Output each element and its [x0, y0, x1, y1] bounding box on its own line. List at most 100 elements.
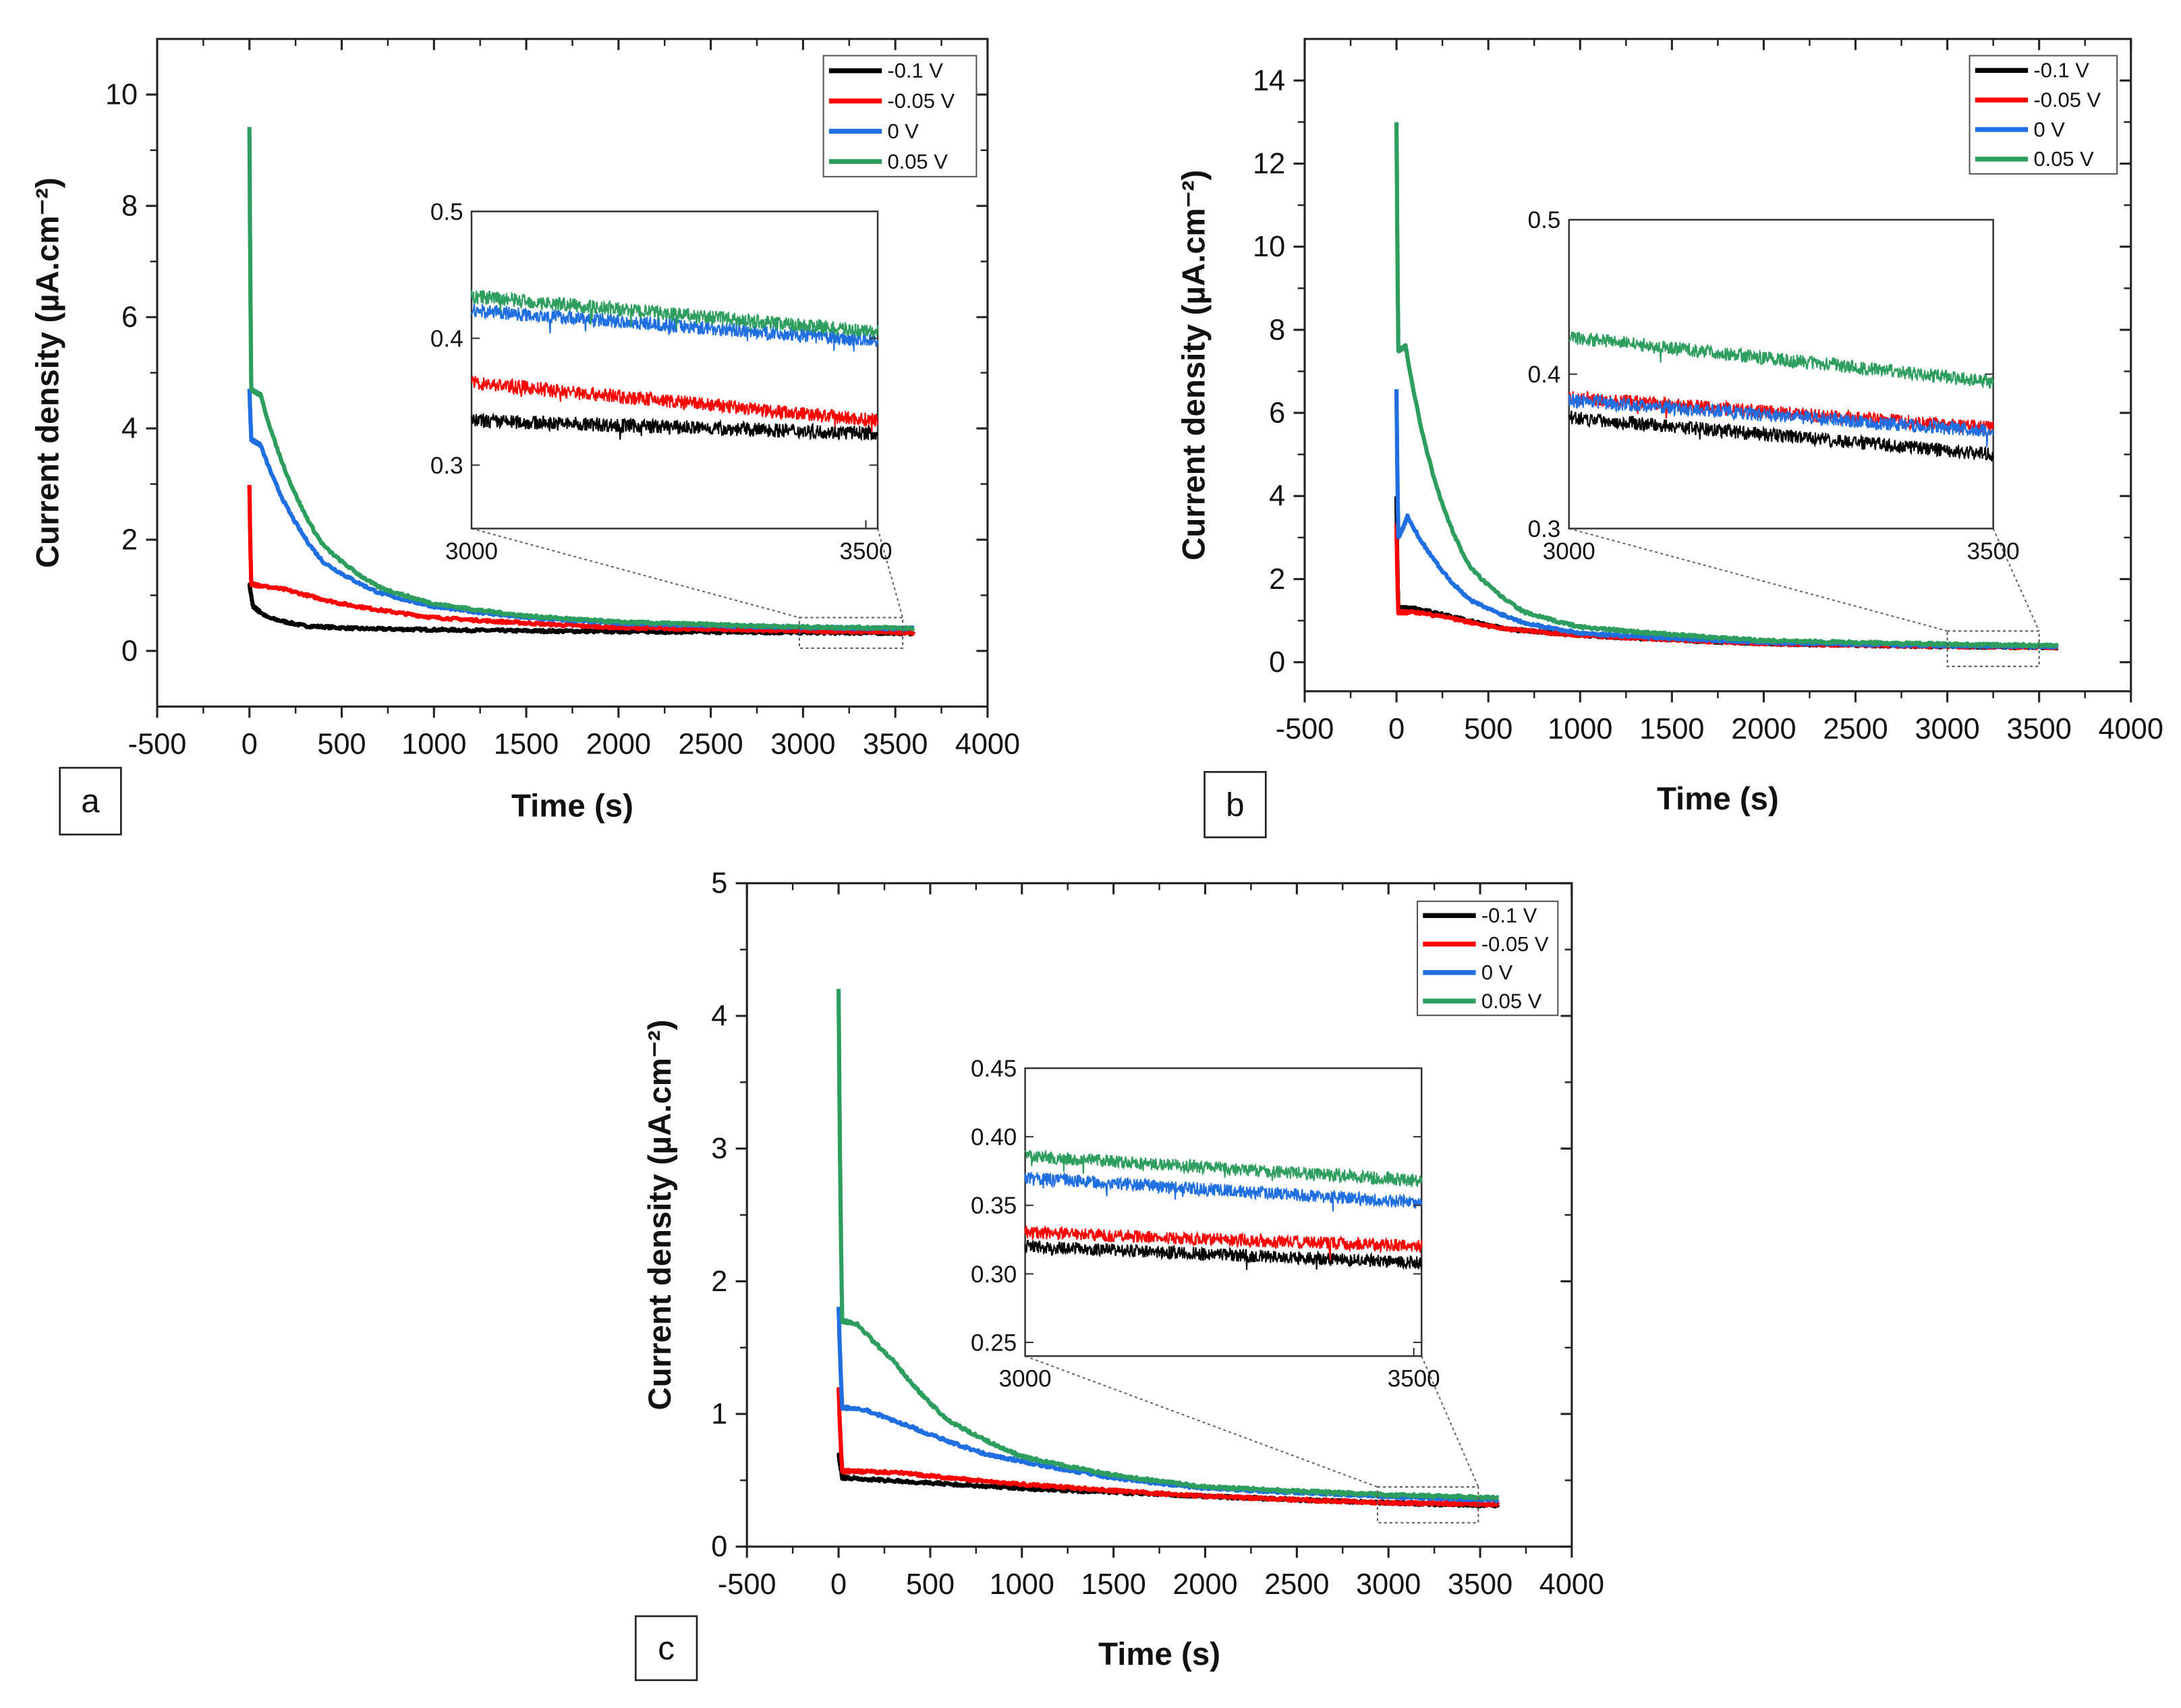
inset-x-tick-label: 3000 [445, 538, 498, 565]
zoom-connector-line [1421, 1355, 1479, 1487]
inset-series-line-3 [1568, 331, 1994, 389]
x-tick-label: 4000 [1539, 1568, 1604, 1601]
y-axis-title: Current density (µA.cm⁻²) [30, 177, 66, 568]
x-axis-title: Time (s) [1657, 781, 1779, 817]
series-line-3 [1394, 122, 2060, 649]
legend-label: 0.05 V [887, 150, 948, 173]
legend-label: 0 V [2033, 117, 2065, 141]
inset-y-tick-label: 0.4 [1528, 362, 1561, 388]
x-tick-label: 2000 [586, 729, 651, 761]
legend-label: -0.1 V [2033, 59, 2089, 82]
x-tick-label: 2500 [1823, 713, 1888, 745]
x-tick-label: -500 [1276, 713, 1334, 745]
y-tick-label: 8 [1269, 314, 1285, 346]
x-tick-label: 2000 [1731, 713, 1796, 745]
x-tick-label: 0 [1388, 713, 1405, 745]
panel-label-box [59, 766, 122, 836]
y-tick-label: 1 [711, 1398, 727, 1431]
y-tick-label: 0 [711, 1531, 727, 1563]
inset-series-line-1 [471, 376, 878, 433]
zoom-region-box [1946, 630, 2040, 667]
legend: -0.1 V -0.05 V 0 V 0.05 V [1417, 901, 1559, 1017]
legend-label: -0.05 V [1481, 932, 1549, 956]
inset-x-tick-label: 3500 [1388, 1366, 1440, 1392]
chart-panel-c: -500 0 500 1000 1500 2000 2500 3000 3500 4000 0 1 2 3… [634, 867, 1604, 1682]
x-tick-label: 3000 [1915, 713, 1979, 745]
x-axis-title: Time (s) [511, 788, 633, 824]
zoom-connector-line [471, 528, 800, 619]
inset-x-tick-label: 3000 [999, 1366, 1052, 1392]
inset-y-tick-label: 0.45 [971, 1056, 1017, 1082]
inset-frame [1568, 219, 1994, 530]
y-tick-label: 2 [121, 523, 138, 556]
inset-plot: 3000 3500 0.25 0.30 0.35 0.40 0.45 [971, 1056, 1440, 1392]
x-tick-label: 2500 [1264, 1568, 1329, 1601]
legend: -0.1 V -0.05 V 0 V 0.05 V [1968, 55, 2118, 175]
x-tick-label: 1500 [1081, 1568, 1145, 1601]
x-tick-label: 1500 [1639, 713, 1704, 745]
legend-label: -0.1 V [1481, 904, 1537, 928]
inset-plot: 3000 3500 0.3 0.4 0.5 [1528, 207, 2020, 565]
x-axis-title: Time (s) [1098, 1636, 1220, 1672]
x-tick-label: 500 [906, 1568, 955, 1601]
x-tick-label: 3500 [863, 729, 928, 761]
inset-x-tick-label: 3500 [1967, 538, 2020, 565]
inset-y-tick-label: 0.3 [1528, 516, 1561, 542]
inset-y-tick-label: 0.30 [971, 1261, 1017, 1288]
inset-x-tick-label: 3500 [840, 538, 893, 565]
legend-box [822, 55, 978, 177]
x-tick-label: 0 [830, 1568, 847, 1601]
inset-y-tick-label: 0.4 [430, 326, 463, 352]
legend-box [1417, 901, 1559, 1017]
x-tick-label: 0 [242, 729, 258, 761]
y-tick-label: 12 [1253, 148, 1285, 180]
x-tick-label: 2000 [1172, 1568, 1237, 1601]
inset-y-tick-label: 0.35 [971, 1193, 1017, 1219]
inset-series-line-0 [1024, 1239, 1423, 1271]
zoom-connector-line [1025, 1355, 1378, 1488]
x-tick-label: -500 [718, 1568, 776, 1601]
legend-label: 0 V [1481, 961, 1513, 984]
y-tick-label: 6 [1269, 397, 1285, 430]
zoom-region-box [798, 617, 904, 649]
inset-y-tick-label: 0.5 [430, 199, 463, 225]
y-tick-label: 4 [711, 1000, 727, 1032]
panel-label: c [658, 1630, 675, 1667]
inset-series-line-2 [1568, 393, 1994, 447]
zoom-connector-line [1992, 528, 2040, 631]
inset-series-line-3 [1024, 1149, 1423, 1188]
x-tick-label: 1000 [401, 729, 466, 761]
y-tick-label: 2 [1269, 563, 1285, 596]
chart-panel-a: -500 0 500 1000 1500 2000 2500 3000 3500 4000 0 2 4 6… [30, 38, 1020, 836]
x-tick-label: 3000 [770, 729, 835, 761]
x-tick-label: 500 [1464, 713, 1512, 745]
legend-label: -0.1 V [887, 59, 943, 82]
inset-frame [470, 210, 879, 530]
series-line-3 [247, 127, 915, 631]
x-tick-label: 1000 [990, 1568, 1054, 1601]
inset-frame [1024, 1067, 1423, 1357]
chart-panel-b: -500 0 500 1000 1500 2000 2500 3000 3500 4000 0 2 4 6… [1177, 38, 2163, 838]
y-tick-label: 2 [711, 1265, 727, 1298]
y-tick-label: 0 [121, 635, 138, 667]
y-tick-label: 10 [1253, 231, 1285, 263]
y-tick-label: 4 [1269, 480, 1285, 513]
inset-y-tick-label: 0.5 [1528, 207, 1561, 233]
y-tick-label: 0 [1269, 646, 1285, 679]
legend-label: -0.05 V [887, 89, 955, 113]
panel-label: b [1226, 786, 1245, 823]
y-axis-title: Current density (µA.cm⁻²) [1177, 170, 1212, 561]
series-line-1 [837, 1387, 1500, 1508]
series-line-3 [837, 988, 1500, 1501]
legend-box [1968, 55, 2118, 175]
x-tick-label: 4000 [2099, 713, 2163, 745]
x-tick-label: 3500 [2007, 713, 2072, 745]
inset-series-line-1 [1024, 1224, 1423, 1260]
legend: -0.1 V -0.05 V 0 V 0.05 V [822, 55, 978, 177]
x-tick-label: 4000 [955, 729, 1020, 761]
zoom-region-box [1376, 1486, 1479, 1524]
y-tick-label: 14 [1253, 65, 1285, 97]
panel-label-box [1203, 771, 1267, 838]
x-tick-label: 1000 [1548, 713, 1612, 745]
